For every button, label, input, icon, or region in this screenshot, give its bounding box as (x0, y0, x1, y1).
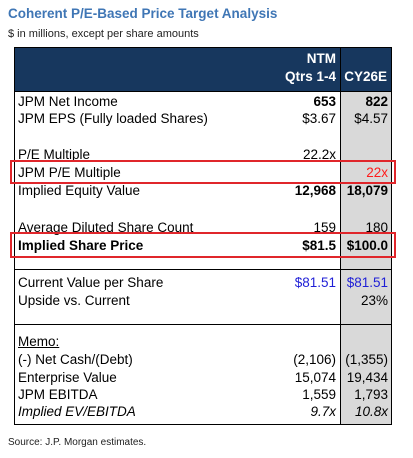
row-upside: Upside vs. Current 23% (15, 292, 391, 309)
row-net-cash: (-) Net Cash/(Debt) (2,106) (1,355) (15, 351, 391, 368)
row-value-ntm: 159 (313, 220, 336, 235)
row-label: Enterprise Value (18, 370, 117, 385)
highlight-pe-multiple (10, 160, 396, 184)
row-value-ntm: $81.51 (294, 275, 336, 290)
page-title: Coherent P/E-Based Price Target Analysis (8, 6, 278, 21)
row-label: Implied Share Price (18, 238, 144, 253)
row-value-cy: 822 (365, 94, 388, 109)
row-value-ntm: 9.7x (310, 404, 336, 419)
row-value-cy: 1,793 (354, 387, 388, 402)
header-ntm-line1: NTM (306, 51, 336, 66)
price-target-table: NTM Qtrs 1-4 CY26E JPM Net Income 653 82… (14, 47, 392, 425)
row-value-cy: $4.57 (354, 111, 388, 126)
header-ntm-line2: Qtrs 1-4 (284, 69, 336, 84)
row-value-ntm: $81.5 (302, 238, 336, 253)
row-label: JPM Net Income (18, 94, 118, 109)
row-label: P/E Multiple (18, 147, 91, 162)
header-divider (15, 91, 391, 92)
row-net-income: JPM Net Income 653 822 (15, 93, 391, 110)
row-value-ntm: 653 (313, 94, 336, 109)
row-value-cy: 19,434 (346, 370, 388, 385)
row-value-ntm: 22.2x (302, 147, 336, 162)
row-label: JPM EPS (Fully loaded Shares) (18, 111, 208, 126)
source-note: Source: J.P. Morgan estimates. (8, 437, 147, 448)
header-cy: CY26E (344, 69, 387, 84)
table-header (15, 48, 391, 91)
row-value-cy: $81.51 (346, 275, 388, 290)
row-label: Average Diluted Share Count (18, 220, 194, 235)
row-value-cy: 18,079 (346, 183, 388, 198)
row-label: Upside vs. Current (18, 293, 130, 308)
row-eps: JPM EPS (Fully loaded Shares) $3.67 $4.5… (15, 110, 391, 127)
row-value-ntm: 1,559 (302, 387, 336, 402)
row-label: Implied EV/EBITDA (18, 404, 136, 419)
row-label: (-) Net Cash/(Debt) (18, 352, 133, 367)
row-value-ntm: $3.67 (302, 111, 336, 126)
highlight-share-price (10, 232, 396, 258)
row-value-cy: (1,355) (345, 352, 388, 367)
row-jpm-pe-multiple: JPM P/E Multiple 22x (15, 164, 391, 181)
row-current-value: Current Value per Share $81.51 $81.51 (15, 274, 391, 291)
section-divider-1 (15, 269, 391, 270)
row-label: Memo: (18, 334, 60, 349)
row-value-ntm: 15,074 (294, 370, 336, 385)
row-label: Implied Equity Value (18, 183, 141, 198)
page-subtitle: $ in millions, except per share amounts (8, 28, 199, 40)
row-diluted-share-count: Average Diluted Share Count 159 180 (15, 219, 391, 236)
section-divider-2 (15, 324, 391, 325)
row-label: Current Value per Share (18, 275, 164, 290)
row-value-ntm: 12,968 (294, 183, 336, 198)
row-label: JPM P/E Multiple (18, 165, 121, 180)
row-value-cy: 23% (360, 293, 388, 308)
row-implied-share-price: Implied Share Price $81.5 $100.0 (15, 237, 391, 254)
row-enterprise-value: Enterprise Value 15,074 19,434 (15, 369, 391, 386)
row-value-ntm: (2,106) (293, 352, 336, 367)
column-divider (340, 48, 341, 424)
row-value-cy: $100.0 (346, 238, 388, 253)
row-pe-multiple: P/E Multiple 22.2x (15, 146, 391, 163)
row-value-cy: 180 (365, 220, 388, 235)
row-implied-ev-ebitda: Implied EV/EBITDA 9.7x 10.8x (15, 403, 391, 420)
row-value-cy: 10.8x (354, 404, 388, 419)
row-label: JPM EBITDA (18, 387, 98, 402)
row-memo: Memo: (15, 333, 391, 350)
row-value-cy: 22x (366, 165, 388, 180)
row-implied-equity-value: Implied Equity Value 12,968 18,079 (15, 182, 391, 199)
row-ebitda: JPM EBITDA 1,559 1,793 (15, 386, 391, 403)
